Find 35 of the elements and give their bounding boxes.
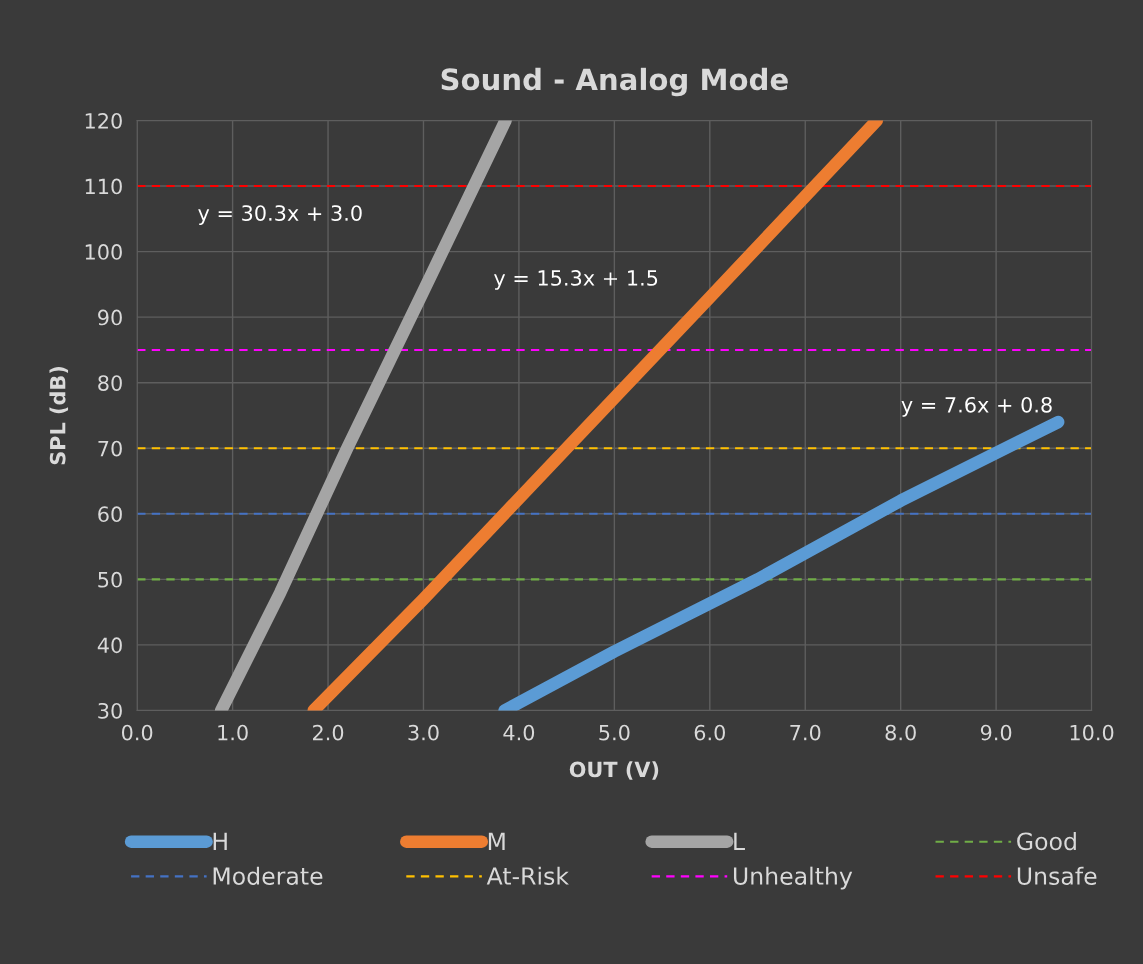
x-tick-label: 7.0 [790, 724, 821, 741]
legend-label: H [213, 832, 227, 850]
y-tick-label: 80 [98, 375, 122, 391]
y-tick-label: 110 [85, 178, 122, 195]
legend-label: Unhealthy [733, 866, 853, 890]
y-tick-label: 50 [98, 571, 122, 588]
x-tick-label: 6.0 [694, 724, 725, 741]
x-tick-label: 2.0 [313, 724, 344, 741]
y-tick-label: 70 [98, 440, 122, 457]
x-axis-title: OUT (V) [569, 761, 659, 780]
x-tick-label: 3.0 [408, 724, 439, 741]
x-tick-label: 10.0 [1070, 724, 1114, 741]
y-tick-label: 90 [98, 309, 122, 326]
x-tick-label: 9.0 [980, 724, 1012, 741]
y-tick-label: 120 [85, 112, 122, 129]
legend-label: M [488, 832, 505, 850]
chart-title: Sound - Analog Mode [441, 67, 788, 97]
x-tick-label: 8.0 [885, 724, 916, 741]
legend-label: Moderate [213, 866, 323, 885]
y-tick-label: 100 [85, 244, 122, 260]
y-tick-label: 40 [97, 637, 122, 654]
legend-label: Good [1017, 832, 1076, 851]
y-axis-title: SPL (dB) [49, 366, 69, 465]
annotation: y = 15.3x + 1.5 [494, 270, 658, 290]
x-tick-label: 4.0 [503, 724, 535, 741]
annotation: y = 30.3x + 3.0 [198, 205, 362, 225]
legend-label: L [734, 832, 745, 850]
annotation: y = 7.6x + 0.8 [901, 396, 1052, 417]
legend-label: Unsafe [1017, 866, 1097, 885]
x-tick-label: 0.0 [121, 724, 153, 741]
y-tick-label: 30 [98, 702, 122, 719]
x-tick-label: 5.0 [599, 724, 630, 741]
y-tick-label: 60 [98, 506, 122, 523]
x-tick-label: 1.0 [218, 724, 248, 741]
legend-label: At-Risk [486, 866, 569, 885]
